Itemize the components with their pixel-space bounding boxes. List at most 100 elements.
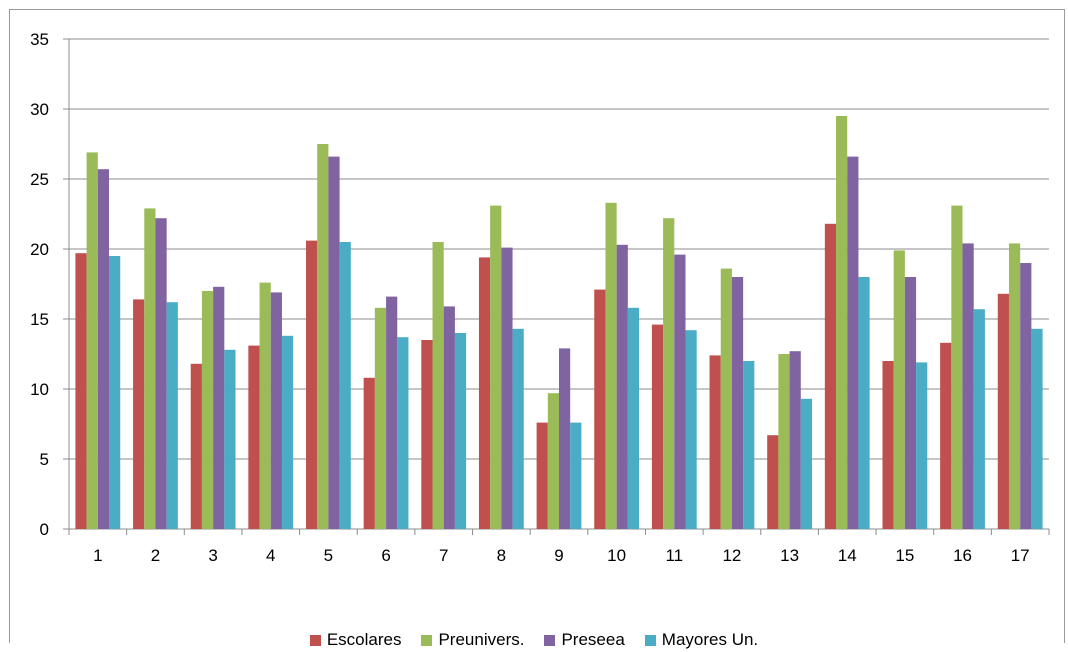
bar-mayores-un: [454, 333, 467, 529]
bar-escolares: [594, 289, 606, 529]
bar-preseea: [270, 292, 282, 529]
x-tick-label: 4: [266, 546, 275, 565]
bar-mayores-un: [397, 337, 409, 529]
bar-mayores-un: [973, 309, 985, 529]
x-tick-label: 16: [953, 546, 972, 565]
bar-preunivers: [663, 218, 675, 529]
legend-swatch: [421, 634, 433, 646]
bar-mayores-un: [281, 335, 294, 529]
bar-mayores-un: [858, 277, 870, 529]
x-tick-label: 1: [93, 546, 102, 565]
legend-item: Preunivers.: [421, 630, 524, 650]
bar-escolares: [133, 299, 145, 529]
x-tick-label: 14: [838, 546, 857, 565]
x-tick-label: 10: [607, 546, 626, 565]
bar-escolares: [75, 253, 87, 529]
bar-preseea: [847, 156, 859, 529]
bar-mayores-un: [685, 330, 697, 529]
legend-swatch: [309, 634, 321, 646]
bar-preseea: [731, 277, 744, 529]
bar-preunivers: [778, 354, 790, 529]
bar-preseea: [616, 244, 628, 530]
bar-preunivers: [259, 282, 271, 529]
bar-preunivers: [1008, 243, 1021, 529]
x-tick-label: 15: [895, 546, 914, 565]
bar-mayores-un: [800, 398, 812, 529]
bar-preunivers: [547, 393, 559, 529]
x-tick-label: 11: [665, 546, 683, 565]
y-tick-label: 25: [30, 170, 49, 189]
x-tick-label: 9: [554, 546, 563, 565]
bar-preseea: [674, 254, 686, 529]
bar-mayores-un: [512, 328, 524, 529]
legend-item: Mayores Un.: [644, 630, 759, 650]
x-tick-label: 6: [381, 546, 390, 565]
bar-preseea: [501, 247, 513, 529]
bar-mayores-un: [224, 349, 236, 529]
bar-mayores-un: [916, 362, 928, 529]
y-tick-label: 30: [30, 100, 49, 119]
legend: Escolares Preunivers. Preseea Mayores Un.: [0, 628, 1068, 652]
bar-preunivers: [144, 208, 156, 529]
bar-preunivers: [605, 202, 617, 530]
legend-label: Preunivers.: [438, 630, 525, 649]
bar-preunivers: [201, 291, 214, 529]
y-tick-label: 35: [30, 30, 49, 49]
bar-mayores-un: [339, 242, 351, 529]
bar-preunivers: [490, 205, 502, 529]
bar-mayores-un: [627, 307, 640, 529]
bar-escolares: [824, 223, 837, 530]
bar-escolares: [421, 340, 433, 529]
bar-escolares: [997, 293, 1009, 529]
x-tick-label: 13: [780, 546, 799, 565]
bar-escolares: [306, 240, 318, 529]
legend-label: Mayores Un.: [661, 630, 759, 649]
legend-label: Escolares: [326, 630, 402, 649]
y-tick-label: 10: [30, 380, 49, 399]
bar-preunivers: [951, 205, 963, 529]
bar-mayores-un: [1031, 328, 1043, 529]
bar-preseea: [559, 348, 571, 529]
bar-preunivers: [317, 144, 329, 529]
bar-mayores-un: [166, 302, 178, 529]
bar-preseea: [443, 306, 455, 529]
bar-preunivers: [432, 242, 444, 529]
bar-escolares: [709, 355, 721, 529]
bar-mayores-un: [743, 361, 755, 529]
x-tick-label: 3: [208, 546, 217, 565]
bar-preseea: [213, 286, 225, 529]
bar-preseea: [1020, 263, 1032, 529]
legend-swatch: [544, 634, 556, 646]
x-tick-label: 7: [439, 546, 448, 565]
x-tick-label: 8: [497, 546, 506, 565]
bar-preunivers: [836, 116, 848, 529]
bar-preseea: [328, 156, 340, 529]
y-tick-label: 0: [40, 520, 49, 539]
bar-preseea: [155, 218, 167, 529]
bar-preunivers: [893, 250, 905, 529]
x-tick-label: 17: [1011, 546, 1030, 565]
y-tick-label: 15: [30, 310, 49, 329]
bar-preunivers: [86, 152, 98, 529]
y-tick-label: 20: [30, 240, 49, 259]
bar-preunivers: [720, 268, 732, 529]
bar-preseea: [789, 351, 801, 529]
x-tick-label: 12: [722, 546, 741, 565]
bar-escolares: [536, 422, 548, 529]
bar-mayores-un: [570, 422, 582, 529]
x-tick-label: 2: [151, 546, 160, 565]
bar-escolares: [363, 377, 375, 529]
chart-frame: [9, 9, 1065, 643]
bar-preunivers: [374, 307, 387, 529]
legend-item: Preseea: [544, 630, 625, 650]
bar-mayores-un: [109, 256, 121, 529]
bar-escolares: [248, 345, 260, 529]
bar-preseea: [386, 296, 398, 529]
bar-preseea: [904, 277, 917, 529]
legend-label: Preseea: [561, 630, 625, 649]
bar-escolares: [190, 363, 202, 529]
bar-preseea: [962, 243, 974, 529]
legend-item: Escolares: [309, 630, 402, 650]
bar-escolares: [478, 257, 491, 529]
